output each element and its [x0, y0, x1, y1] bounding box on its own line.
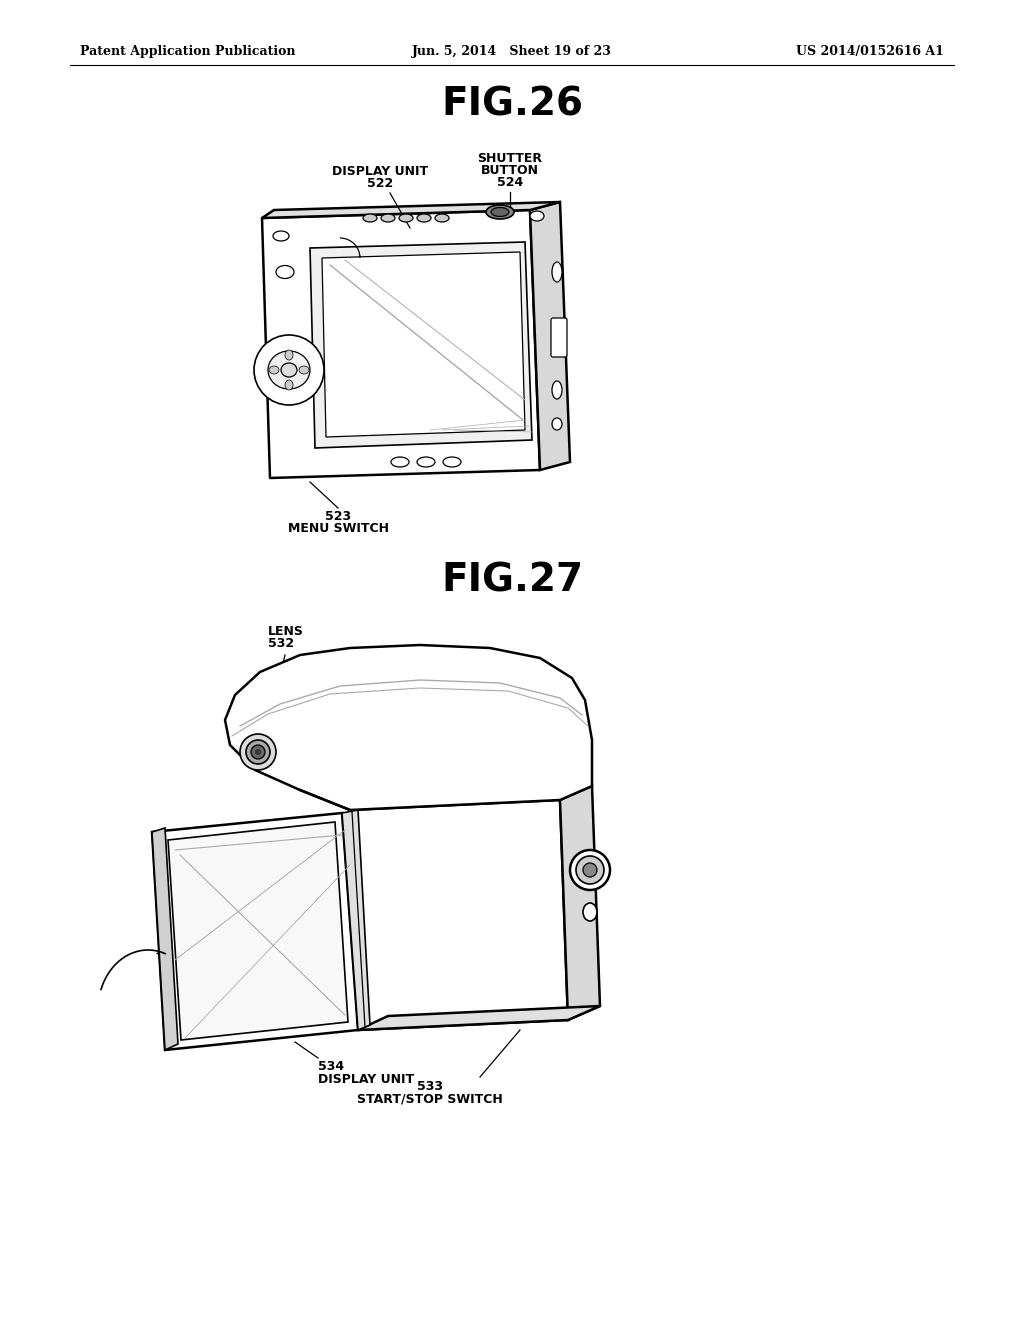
- Text: 533: 533: [417, 1080, 443, 1093]
- Text: 532: 532: [268, 638, 294, 649]
- Polygon shape: [262, 210, 540, 478]
- Text: FIG.27: FIG.27: [441, 561, 583, 599]
- Polygon shape: [342, 810, 370, 1030]
- Ellipse shape: [276, 265, 294, 279]
- Ellipse shape: [399, 214, 413, 222]
- Ellipse shape: [552, 418, 562, 430]
- Text: 524: 524: [497, 176, 523, 189]
- Polygon shape: [350, 800, 568, 1030]
- Ellipse shape: [381, 214, 395, 222]
- Ellipse shape: [273, 231, 289, 242]
- Text: Jun. 5, 2014   Sheet 19 of 23: Jun. 5, 2014 Sheet 19 of 23: [412, 45, 612, 58]
- Text: START/STOP SWITCH: START/STOP SWITCH: [357, 1093, 503, 1106]
- Ellipse shape: [490, 207, 509, 216]
- Polygon shape: [168, 822, 348, 1040]
- Polygon shape: [358, 1006, 600, 1030]
- Ellipse shape: [486, 205, 514, 219]
- Ellipse shape: [299, 366, 309, 374]
- Text: FIG.26: FIG.26: [441, 86, 583, 124]
- Ellipse shape: [443, 457, 461, 467]
- Polygon shape: [530, 202, 570, 470]
- Polygon shape: [152, 828, 178, 1049]
- Ellipse shape: [417, 214, 431, 222]
- Text: 523: 523: [325, 510, 351, 523]
- Text: 522: 522: [367, 177, 393, 190]
- Polygon shape: [560, 785, 600, 1020]
- Ellipse shape: [435, 214, 449, 222]
- Ellipse shape: [285, 380, 293, 389]
- Polygon shape: [322, 252, 525, 437]
- Text: DISPLAY UNIT: DISPLAY UNIT: [332, 165, 428, 178]
- Circle shape: [246, 741, 270, 764]
- Ellipse shape: [285, 350, 293, 360]
- Polygon shape: [310, 242, 532, 447]
- Text: SHUTTER: SHUTTER: [477, 152, 543, 165]
- Ellipse shape: [362, 214, 377, 222]
- Ellipse shape: [552, 261, 562, 282]
- Ellipse shape: [268, 351, 310, 389]
- Polygon shape: [262, 202, 560, 218]
- Ellipse shape: [281, 363, 297, 378]
- Ellipse shape: [530, 211, 544, 220]
- Text: Patent Application Publication: Patent Application Publication: [80, 45, 296, 58]
- Text: US 2014/0152616 A1: US 2014/0152616 A1: [796, 45, 944, 58]
- Ellipse shape: [583, 903, 597, 921]
- Ellipse shape: [269, 366, 279, 374]
- Circle shape: [570, 850, 610, 890]
- Text: LENS: LENS: [268, 624, 304, 638]
- Ellipse shape: [552, 381, 562, 399]
- Circle shape: [575, 855, 604, 884]
- Circle shape: [240, 734, 276, 770]
- Polygon shape: [152, 813, 358, 1049]
- Circle shape: [254, 335, 324, 405]
- Text: 531: 531: [502, 678, 528, 692]
- Text: MENU SWITCH: MENU SWITCH: [288, 521, 388, 535]
- Ellipse shape: [391, 457, 409, 467]
- FancyBboxPatch shape: [551, 318, 567, 356]
- Circle shape: [583, 863, 597, 876]
- Ellipse shape: [417, 457, 435, 467]
- Circle shape: [255, 748, 261, 755]
- Text: BODY: BODY: [496, 667, 535, 680]
- Text: DISPLAY UNIT: DISPLAY UNIT: [318, 1073, 414, 1086]
- Circle shape: [251, 744, 265, 759]
- Text: 534: 534: [318, 1060, 344, 1073]
- Text: BUTTON: BUTTON: [481, 164, 539, 177]
- Polygon shape: [225, 645, 592, 810]
